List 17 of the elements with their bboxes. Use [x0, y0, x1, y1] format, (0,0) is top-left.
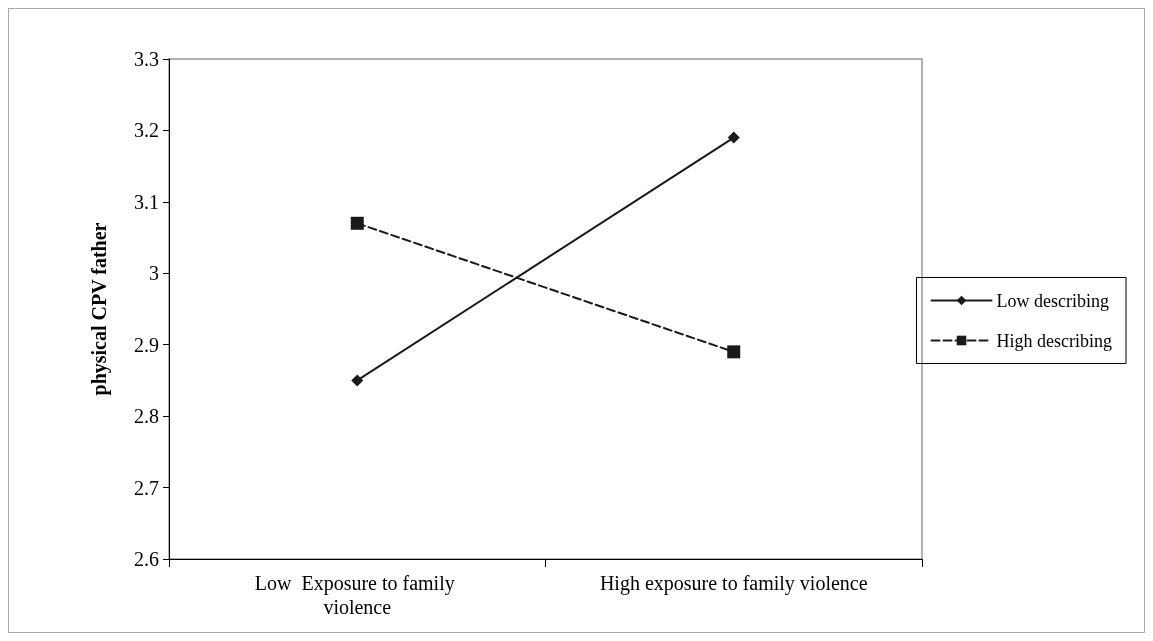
legend-label: Low describing	[996, 290, 1109, 311]
y-tick-label: 3	[149, 262, 159, 285]
point	[350, 216, 364, 230]
x-tick-label: High exposure to family violence	[599, 572, 868, 595]
y-tick-label: 2.6	[134, 548, 159, 570]
y-tick-label: 2.8	[134, 405, 159, 428]
y-tick-label: 2.9	[134, 333, 159, 356]
y-tick-label: 3.1	[134, 190, 159, 213]
y-tick-label: 2.7	[134, 476, 159, 499]
point	[351, 374, 364, 387]
point	[727, 131, 740, 144]
point	[727, 345, 741, 359]
x-tick-label: Low Exposure to family violence	[254, 572, 460, 618]
legend-label: High describing	[996, 330, 1112, 351]
y-tick-label: 3.3	[134, 48, 159, 70]
y-axis-title: physical CPV father	[88, 222, 111, 396]
y-tick-label: 3.2	[134, 119, 159, 142]
